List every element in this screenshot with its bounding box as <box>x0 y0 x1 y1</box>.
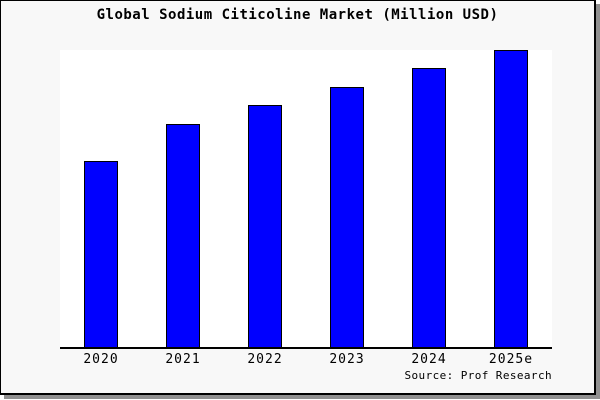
x-axis-tick-labels: 2020 2021 2022 2023 2024 2025e <box>60 353 552 367</box>
bar-2020 <box>84 161 118 347</box>
x-tick-label-2021: 2021 <box>165 352 201 367</box>
x-tick-label-2024: 2024 <box>411 352 447 367</box>
bar-slot-2022 <box>224 50 306 347</box>
bar-slot-2023 <box>306 50 388 347</box>
bar-slot-2025e <box>470 50 552 347</box>
chart-title: Global Sodium Citicoline Market (Million… <box>96 7 499 23</box>
bar-slot-2024 <box>388 50 470 347</box>
x-tick-label-2022: 2022 <box>247 352 283 367</box>
source-note: Source: Prof Research <box>404 369 552 382</box>
bar-2025e <box>494 50 528 347</box>
x-tick-label-2020: 2020 <box>83 352 119 367</box>
bar-2022 <box>248 104 282 347</box>
plot-area <box>60 50 552 349</box>
bar-2023 <box>330 87 364 347</box>
bar-slot-2020 <box>60 50 142 347</box>
bar-2021 <box>166 124 200 347</box>
x-tick-label-2025e: 2025e <box>488 352 534 367</box>
x-tick-label-2023: 2023 <box>329 352 365 367</box>
bar-2024 <box>412 67 446 347</box>
bar-slot-2021 <box>142 50 224 347</box>
